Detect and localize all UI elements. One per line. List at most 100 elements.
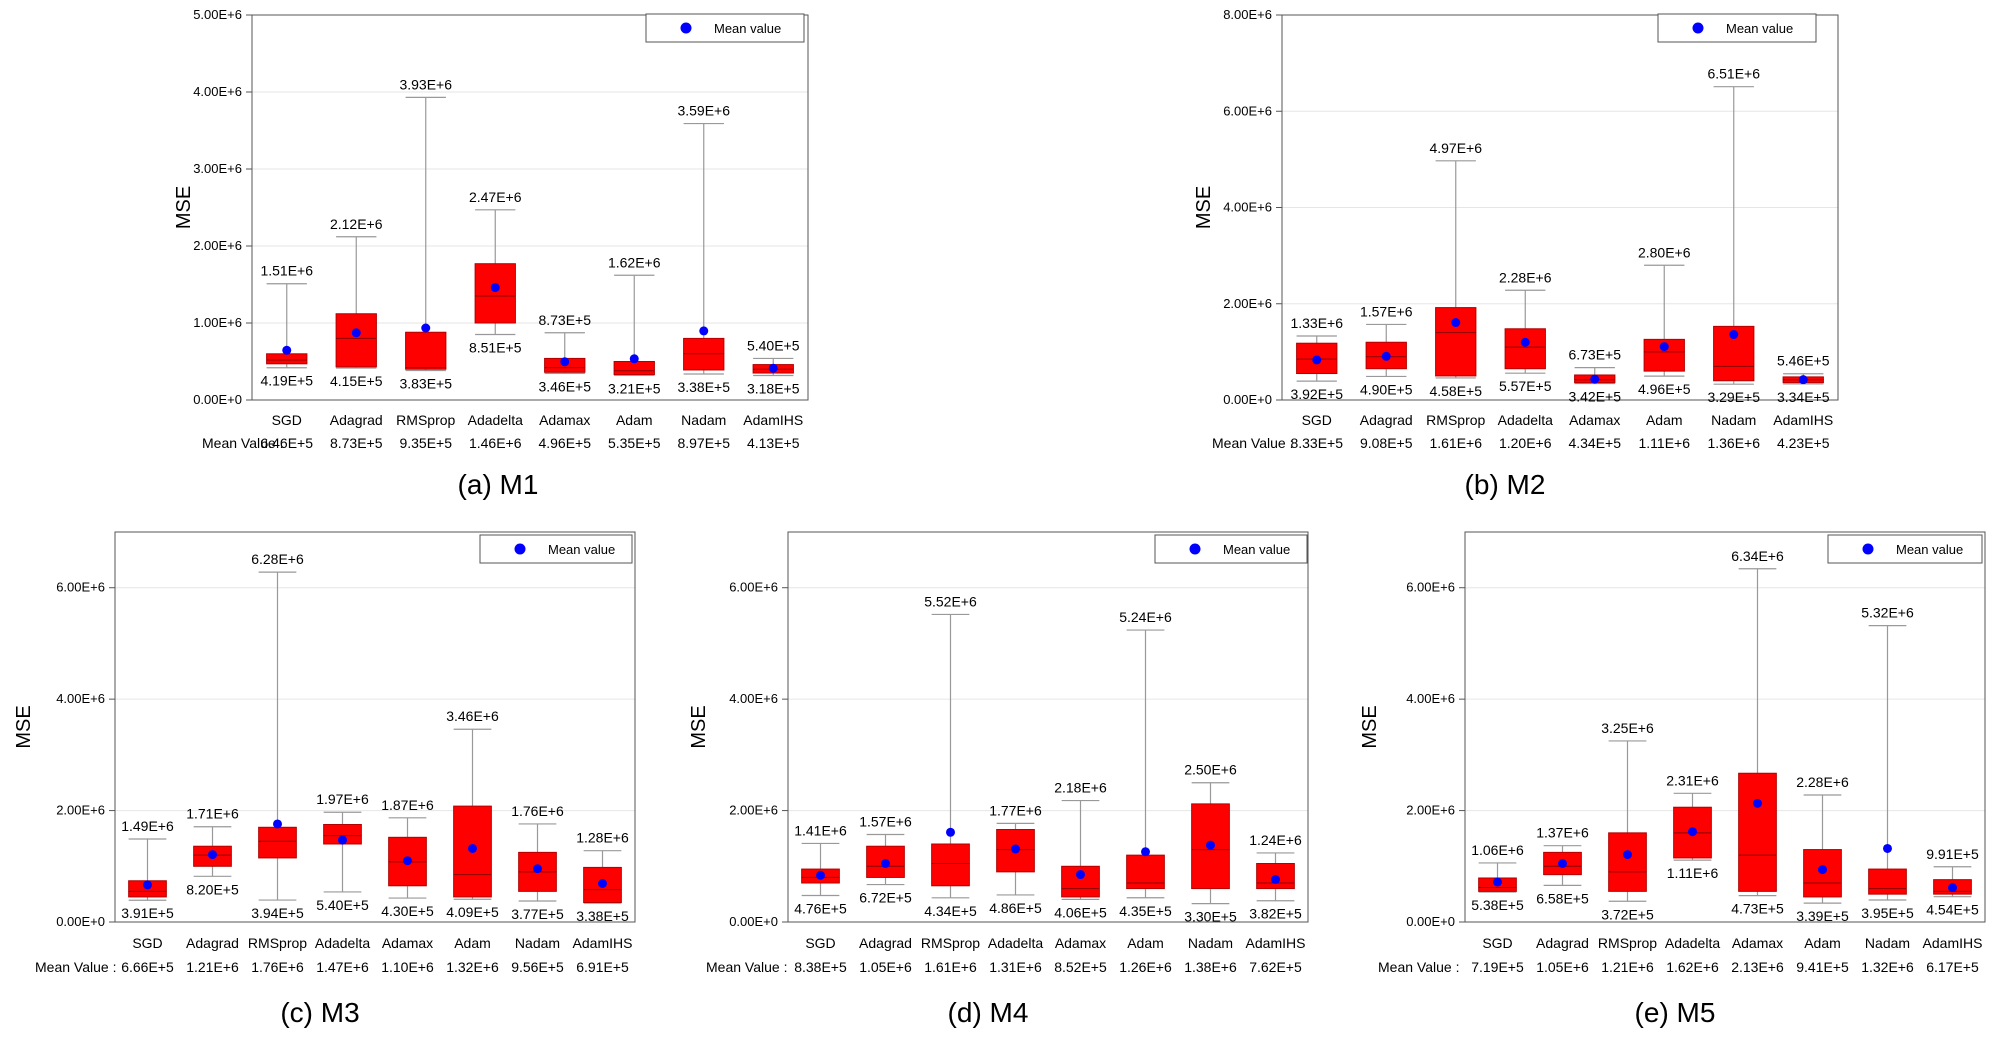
box-rmsprop: 4.97E+6 4.58E+5 RMSprop 1.61E+6 [1426, 140, 1485, 451]
max-value-label: 1.97E+6 [316, 791, 369, 807]
min-value-label: 4.15E+5 [330, 373, 383, 389]
max-value-label: 5.32E+6 [1861, 605, 1914, 621]
mean-marker [208, 850, 217, 860]
mean-value-label: 1.38E+6 [1184, 959, 1237, 975]
category-label: SGD [1302, 412, 1332, 428]
box-nadam: 1.76E+6 3.77E+5 Nadam 9.56E+5 [511, 803, 564, 975]
panel-caption: (a) M1 [458, 469, 539, 500]
max-value-label: 1.41E+6 [794, 822, 847, 838]
max-value-label: 1.57E+6 [859, 814, 912, 830]
max-value-label: 5.40E+5 [747, 337, 800, 353]
mean-value-label: 9.56E+5 [511, 959, 564, 975]
max-value-label: 6.73E+5 [1568, 347, 1621, 363]
mean-value-label: 6.17E+5 [1926, 959, 1979, 975]
category-label: RMSprop [248, 935, 307, 951]
iqr-box [258, 826, 297, 859]
y-tick-label: 0.00E+0 [56, 914, 105, 929]
chart-panel-5: 0.00E+0 2.00E+6 4.00E+6 6.00E+6 MSE 1.06E+6 5.… [1359, 531, 1986, 1028]
y-tick-labels: 0.00E+0 2.00E+6 4.00E+6 6.00E+6 [729, 580, 788, 929]
min-value-label: 5.38E+5 [1471, 897, 1524, 913]
min-value-label: 3.21E+5 [608, 380, 661, 396]
category-label: Adamax [382, 935, 433, 951]
category-label: RMSprop [921, 935, 980, 951]
y-tick-label: 6.00E+6 [729, 580, 778, 595]
y-axis-title: MSE [1359, 705, 1381, 748]
mean-marker [1948, 883, 1957, 893]
max-value-label: 1.77E+6 [989, 802, 1042, 818]
min-value-label: 4.09E+5 [446, 904, 499, 920]
iqr-box [1713, 325, 1755, 382]
category-label: SGD [132, 935, 162, 951]
max-value-label: 5.24E+6 [1119, 609, 1172, 625]
mean-value-label: 1.21E+6 [1601, 959, 1654, 975]
mean-marker [946, 827, 955, 837]
chart-panel-1: 0.00E+0 1.00E+6 2.00E+6 3.00E+6 4.00E+6 5.00E… [173, 7, 809, 500]
box-adamax: 2.18E+6 4.06E+5 Adamax 8.52E+5 [1054, 780, 1107, 975]
plot-frame [114, 531, 636, 923]
iqr-box [266, 353, 308, 365]
min-value-label: 3.83E+5 [399, 376, 452, 392]
legend-marker [680, 22, 692, 34]
y-tick-label: 6.00E+6 [56, 580, 105, 595]
min-value-label: 3.95E+5 [1861, 905, 1914, 921]
max-value-label: 1.49E+6 [121, 818, 174, 834]
box-adadelta: 1.97E+6 5.40E+5 Adadelta 1.47E+6 [315, 791, 370, 975]
box-adamihs: 9.91E+5 4.54E+5 AdamIHS 6.17E+5 [1923, 846, 1983, 975]
legend-label: Mean value [1896, 542, 1963, 557]
mean-marker [629, 354, 639, 364]
min-value-label: 5.40E+5 [316, 897, 369, 913]
category-label: Adam [1804, 935, 1841, 951]
mean-marker [282, 345, 292, 355]
mean-marker [598, 879, 607, 889]
max-value-label: 3.25E+6 [1601, 720, 1654, 736]
max-value-label: 1.51E+6 [260, 263, 313, 279]
plot-frame [1464, 531, 1986, 923]
iqr-box [405, 331, 447, 370]
max-value-label: 2.18E+6 [1054, 780, 1107, 796]
category-label: AdamIHS [1773, 412, 1833, 428]
category-label: Adagrad [330, 412, 383, 428]
box-rmsprop: 6.28E+6 3.94E+5 RMSprop 1.76E+6 [248, 551, 307, 975]
box-adamax: 6.34E+6 4.73E+5 Adamax 2.13E+6 [1731, 548, 1784, 975]
y-tick-label: 2.00E+6 [56, 803, 105, 818]
min-value-label: 4.34E+5 [924, 903, 977, 919]
max-value-label: 5.52E+6 [924, 593, 977, 609]
mean-value-label: 1.31E+6 [989, 959, 1042, 975]
category-label: Adamax [1569, 412, 1620, 428]
max-value-label: 1.06E+6 [1471, 842, 1524, 858]
mean-marker [468, 843, 477, 853]
mean-marker [273, 819, 282, 829]
mean-marker [490, 283, 500, 293]
mean-value-label: 8.52E+5 [1054, 959, 1107, 975]
iqr-box [1126, 854, 1165, 890]
max-value-label: 2.28E+6 [1499, 269, 1552, 285]
y-tick-label: 3.00E+6 [193, 161, 242, 176]
iqr-box [1868, 868, 1907, 895]
max-value-label: 5.46E+5 [1777, 353, 1830, 369]
min-value-label: 3.77E+5 [511, 906, 564, 922]
mean-value-label: 1.36E+6 [1707, 435, 1760, 451]
mean-row-label: Mean Value : [202, 435, 283, 451]
y-tick-label: 4.00E+6 [193, 84, 242, 99]
max-value-label: 1.37E+6 [1536, 825, 1589, 841]
y-tick-label: 6.00E+6 [1406, 580, 1455, 595]
mean-value-label: 4.23E+5 [1777, 435, 1830, 451]
max-value-label: 4.97E+6 [1429, 140, 1482, 156]
mean-marker [1883, 843, 1892, 853]
y-tick-label: 4.00E+6 [1223, 200, 1272, 215]
box-sgd: 1.41E+6 4.76E+5 SGD 8.38E+5 [794, 822, 847, 975]
mean-marker [1659, 342, 1669, 352]
mean-marker [351, 328, 361, 338]
y-tick-labels: 0.00E+0 2.00E+6 4.00E+6 6.00E+6 [1406, 580, 1465, 929]
mean-value-label: 1.61E+6 [924, 959, 977, 975]
y-tick-label: 2.00E+6 [1406, 803, 1455, 818]
box-sgd: 1.51E+6 4.19E+5 SGD 6.46E+5 [260, 263, 313, 451]
category-label: Adagrad [859, 935, 912, 951]
mean-marker [1520, 337, 1530, 347]
mean-value-label: 1.05E+6 [859, 959, 912, 975]
mean-marker [338, 835, 347, 845]
mean-marker [1558, 859, 1567, 868]
iqr-box [1435, 307, 1477, 377]
mean-marker [1623, 850, 1632, 860]
max-value-label: 1.62E+6 [608, 254, 661, 270]
